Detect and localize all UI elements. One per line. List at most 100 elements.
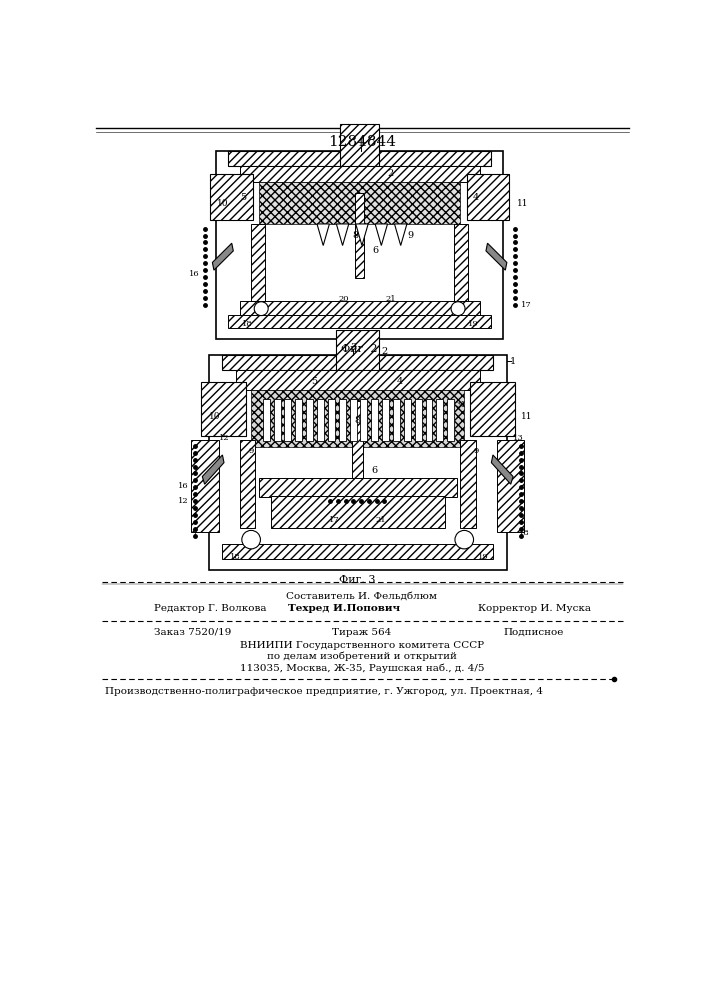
Text: 3: 3 (350, 343, 356, 352)
Text: 10: 10 (217, 199, 228, 208)
Bar (259, 478, 457, 497)
Text: 7: 7 (192, 529, 198, 538)
Text: Техред И.Попович: Техред И.Попович (288, 604, 400, 613)
Bar (296, 399, 303, 441)
Text: 8: 8 (353, 231, 359, 240)
Polygon shape (491, 455, 513, 484)
Text: 4: 4 (473, 192, 479, 202)
Bar (228, 151, 491, 166)
Circle shape (255, 302, 268, 316)
Text: 17: 17 (329, 516, 339, 524)
Bar (454, 224, 468, 301)
Polygon shape (356, 224, 368, 246)
Bar (371, 399, 378, 441)
Bar (259, 182, 460, 224)
Bar (448, 399, 454, 441)
Text: 2: 2 (381, 347, 387, 356)
Bar (469, 382, 515, 436)
Text: 10: 10 (209, 412, 221, 421)
Bar (235, 370, 480, 389)
Text: 1284844: 1284844 (328, 135, 396, 149)
Bar (460, 440, 476, 528)
Bar (240, 166, 480, 182)
Text: Фиг. 2: Фиг. 2 (341, 344, 378, 354)
Bar (349, 399, 356, 441)
Text: 16: 16 (189, 270, 200, 278)
Bar (223, 544, 493, 559)
Text: 9: 9 (248, 447, 254, 455)
Bar (240, 440, 255, 528)
Circle shape (242, 530, 260, 549)
Text: 8: 8 (354, 416, 361, 425)
Text: 19: 19 (468, 320, 479, 328)
Circle shape (451, 302, 465, 316)
Bar (223, 355, 493, 370)
Bar (284, 399, 291, 441)
Bar (240, 301, 480, 315)
Text: 5: 5 (240, 192, 247, 202)
Bar (336, 330, 379, 370)
Text: 11: 11 (517, 199, 528, 208)
Text: 13: 13 (513, 434, 524, 442)
Bar (210, 174, 252, 220)
Text: 18: 18 (230, 553, 241, 561)
Text: 9: 9 (473, 447, 479, 455)
Text: 16: 16 (178, 482, 189, 490)
Bar (192, 440, 218, 532)
Text: 20: 20 (339, 295, 349, 303)
Text: 4: 4 (397, 377, 403, 386)
Text: Составитель И. Фельдблюм: Составитель И. Фельдблюм (286, 591, 438, 600)
Text: Корректор И. Муска: Корректор И. Муска (477, 604, 590, 613)
Bar (393, 399, 400, 441)
Text: 18: 18 (518, 529, 530, 537)
Bar (251, 389, 464, 447)
Bar (306, 399, 313, 441)
Text: 19: 19 (478, 553, 489, 561)
Polygon shape (337, 224, 349, 246)
Bar (382, 399, 389, 441)
Bar (436, 399, 443, 441)
Text: 6: 6 (371, 466, 378, 475)
Text: Редактор Г. Волкова: Редактор Г. Волкова (154, 604, 267, 613)
Bar (271, 496, 445, 528)
Bar (404, 399, 411, 441)
Bar (216, 151, 503, 339)
Bar (426, 399, 433, 441)
Text: 12: 12 (178, 497, 189, 505)
Text: Фиг. 3: Фиг. 3 (339, 575, 375, 585)
Text: ВНИИПИ Государственного комитета СССР: ВНИИПИ Государственного комитета СССР (240, 641, 484, 650)
Bar (274, 399, 281, 441)
Polygon shape (395, 224, 407, 246)
Polygon shape (202, 455, 224, 484)
Text: 113035, Москва, Ж-35, Раушская наб., д. 4/5: 113035, Москва, Ж-35, Раушская наб., д. … (240, 663, 484, 673)
Bar (263, 399, 270, 441)
Bar (209, 355, 507, 570)
Text: 9: 9 (407, 231, 413, 240)
Bar (251, 224, 265, 301)
Text: 5: 5 (312, 377, 317, 386)
Text: 11: 11 (520, 412, 532, 421)
Polygon shape (486, 243, 507, 270)
Text: 1: 1 (358, 139, 364, 148)
Bar (467, 174, 509, 220)
Text: по делам изобретений и открытий: по делам изобретений и открытий (267, 652, 457, 661)
Bar (414, 399, 421, 441)
Bar (317, 399, 324, 441)
Text: 2: 2 (387, 169, 394, 178)
Text: Тираж 564: Тираж 564 (332, 628, 392, 637)
Circle shape (455, 530, 474, 549)
Text: 18: 18 (242, 320, 252, 328)
Polygon shape (317, 224, 329, 246)
Text: 12: 12 (218, 434, 229, 442)
Text: 21: 21 (385, 295, 396, 303)
Text: Производственно-полиграфическое предприятие, г. Ужгород, ул. Проектная, 4: Производственно-полиграфическое предприя… (105, 687, 544, 696)
Bar (328, 399, 335, 441)
Text: 31: 31 (455, 401, 466, 409)
Bar (339, 399, 346, 441)
Text: 1: 1 (510, 357, 516, 366)
Text: 21: 21 (375, 516, 386, 524)
Text: Подписное: Подписное (504, 628, 564, 637)
Text: 6: 6 (372, 246, 378, 255)
Bar (355, 193, 364, 278)
Polygon shape (212, 243, 233, 270)
